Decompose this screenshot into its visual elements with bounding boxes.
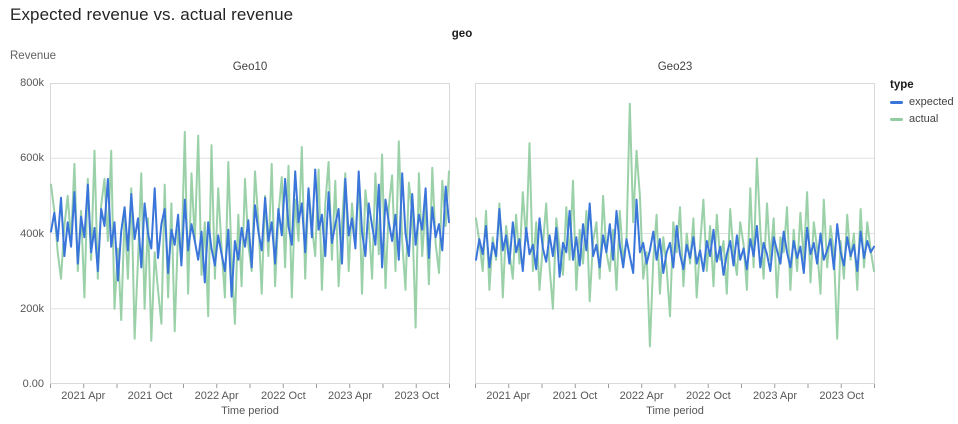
x-tick-label: 2022 Apr: [194, 390, 239, 402]
x-tick-label: 2023 Apr: [327, 390, 373, 402]
legend-item-actual[interactable]: actual: [890, 113, 954, 125]
actual-line-swatch-icon: [890, 117, 903, 121]
facet-header-geo: geo: [451, 28, 473, 40]
x-tick-label: 2022 Apr: [619, 390, 664, 402]
y-tick-label: 800k: [20, 77, 44, 89]
x-tick-label: 2021 Oct: [552, 390, 598, 402]
legend: type expected actual: [890, 79, 954, 130]
line-chart-geo10[interactable]: [50, 83, 450, 390]
x-axis-geo23: 2021 Apr 2021 Oct 2022 Apr 2022 Oct 2023 Apr…: [475, 390, 875, 404]
y-tick-label: 0.00: [22, 378, 44, 390]
facet-title-geo10: Geo10: [232, 61, 268, 73]
x-axis-title: Time period: [221, 405, 279, 417]
x-tick-label: 2023 Apr: [752, 390, 798, 402]
x-axis-title: Time period: [646, 405, 704, 417]
x-tick-label: 2023 Oct: [819, 390, 864, 402]
x-tick-label: 2021 Apr: [486, 390, 531, 402]
legend-label: actual: [909, 113, 939, 125]
x-tick-label: 2023 Oct: [394, 390, 439, 402]
y-tick-label: 200k: [20, 303, 44, 315]
page-title: Expected revenue vs. actual revenue: [10, 5, 294, 24]
x-tick-label: 2022 Oct: [261, 390, 306, 402]
legend-label: expected: [909, 96, 954, 108]
y-axis-title: Revenue: [10, 50, 57, 62]
y-tick-label: 600k: [20, 152, 44, 164]
x-tick-label: 2022 Oct: [686, 390, 731, 402]
legend-item-expected[interactable]: expected: [890, 96, 954, 108]
x-tick-label: 2021 Oct: [127, 390, 173, 402]
facet-title-geo23: Geo23: [657, 61, 693, 73]
legend-title: type: [890, 79, 914, 91]
x-tick-label: 2021 Apr: [61, 390, 106, 402]
x-axis-geo10: 2021 Apr 2021 Oct 2022 Apr 2022 Oct 2023 Apr…: [50, 390, 450, 404]
y-tick-label: 400k: [20, 227, 44, 240]
line-chart-geo23[interactable]: [475, 83, 875, 390]
expected-line-swatch-icon: [890, 100, 903, 104]
